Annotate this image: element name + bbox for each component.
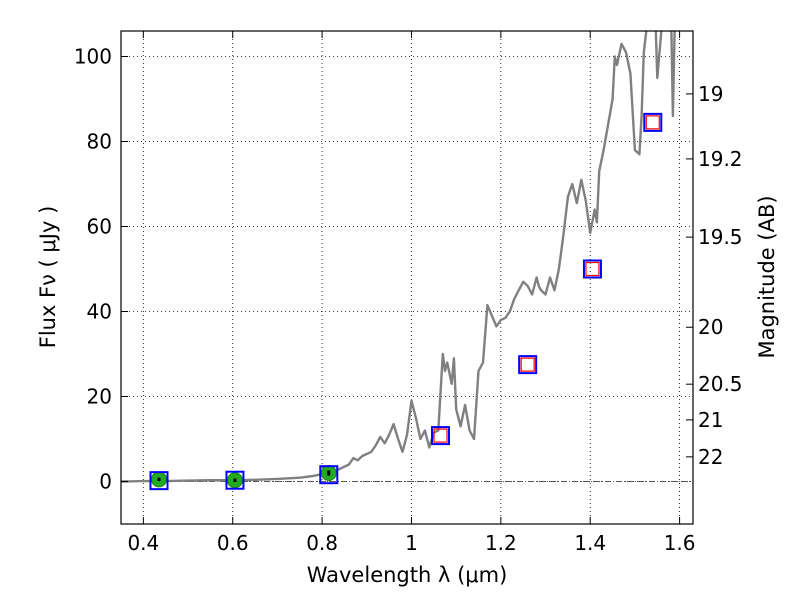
x-tick-label: 1.2 (485, 531, 517, 555)
y-axis-title: Flux Fν ( μJy ) (36, 206, 60, 349)
x-tick-label: 0.8 (306, 531, 338, 555)
y2-tick-label: 20.5 (698, 372, 743, 396)
model-point-blue (225, 470, 245, 490)
y-axis-left: 0 20 40 60 80 100 (74, 45, 128, 494)
y-tick-label: 60 (87, 215, 112, 239)
x-tick-label: 0.4 (127, 531, 159, 555)
plot-frame (120, 30, 694, 525)
y-tick-label: 100 (74, 45, 112, 69)
model-point-blue (582, 259, 602, 279)
spectrum-line (121, 31, 676, 483)
plot-background (121, 31, 693, 524)
model-point-blue (319, 465, 339, 485)
data-layer (121, 31, 676, 491)
y-tick-label: 40 (87, 300, 112, 324)
model-point-blue (431, 426, 451, 446)
x-tick-label: 1.6 (664, 531, 696, 555)
x-tick-label: 1 (405, 531, 418, 555)
y2-tick-label: 22 (698, 445, 723, 469)
y-tick-label: 20 (87, 385, 112, 409)
y-tick-label: 80 (87, 130, 112, 154)
x-tick-label: 1.4 (574, 531, 606, 555)
x-axis: 0.4 0.6 0.8 1 1.2 1.4 1.6 (127, 31, 696, 555)
y2-tick-label: 21 (698, 408, 723, 432)
model-point-red (585, 261, 600, 277)
x-tick-label: 0.6 (217, 531, 249, 555)
y-axis-right: 19 19.2 19.5 20 20.5 21 22 (686, 82, 743, 469)
model-point-red (520, 357, 535, 372)
model-point-red (433, 428, 448, 443)
x-axis-title: Wavelength λ (μm) (307, 563, 508, 587)
y2-axis-title: Magnitude (AB) (755, 195, 779, 358)
model-point-blue (518, 355, 538, 375)
model-point-red (645, 115, 660, 130)
y2-tick-label: 19.5 (698, 225, 743, 249)
y2-tick-label: 19 (698, 82, 723, 106)
y2-tick-label: 19.2 (698, 147, 743, 171)
y-tick-label: 0 (99, 470, 112, 494)
model-point-blue (643, 112, 663, 132)
model-point-blue (149, 471, 169, 491)
y2-tick-label: 20 (698, 315, 723, 339)
